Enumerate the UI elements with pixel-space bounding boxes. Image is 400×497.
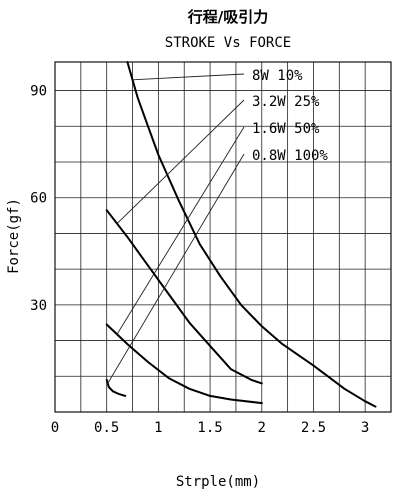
x-axis-label: Strple(mm)	[176, 474, 260, 490]
series-line-0	[126, 61, 377, 408]
series-line-3	[105, 378, 127, 397]
series-line-1	[105, 209, 263, 385]
x-tick-label: 3	[361, 420, 369, 436]
x-tick-label: 0	[51, 420, 59, 436]
chart-title: 行程/吸引力	[187, 8, 268, 26]
legend-leader-lines	[107, 73, 245, 384]
series-lines	[105, 61, 377, 408]
legend-label: 1.6W 50%	[252, 121, 320, 137]
legend-leader-line-0	[132, 73, 245, 81]
legend-label: 0.8W 100%	[252, 148, 328, 164]
plot-frame	[54, 61, 392, 413]
y-axis-label: Force(gf)	[6, 198, 22, 274]
series-line-2	[105, 323, 263, 405]
legend-leader-line-2	[116, 126, 245, 335]
legend-label: 8W 10%	[252, 68, 303, 84]
legend: 8W 10% 3.2W 25% 1.6W 50% 0.8W 100%	[252, 68, 328, 164]
x-tick-label: 1.5	[197, 420, 222, 436]
x-tick-label: 2.5	[301, 420, 326, 436]
y-tick-labels: 30 60 90	[30, 84, 47, 314]
y-tick-label: 60	[30, 191, 47, 207]
x-tick-labels: 0 0.5 1 1.5 2 2.5 3	[51, 420, 370, 436]
legend-leader-line-1	[116, 99, 245, 224]
y-tick-label: 30	[30, 298, 47, 314]
legend-leader-line-3	[107, 153, 245, 384]
y-tick-label: 90	[30, 84, 47, 100]
x-tick-label: 2	[258, 420, 266, 436]
legend-label: 3.2W 25%	[252, 94, 320, 110]
grid	[55, 62, 391, 412]
x-tick-label: 0.5	[94, 420, 119, 436]
chart-subtitle: STROKE Vs FORCE	[165, 35, 291, 51]
x-tick-label: 1	[154, 420, 162, 436]
